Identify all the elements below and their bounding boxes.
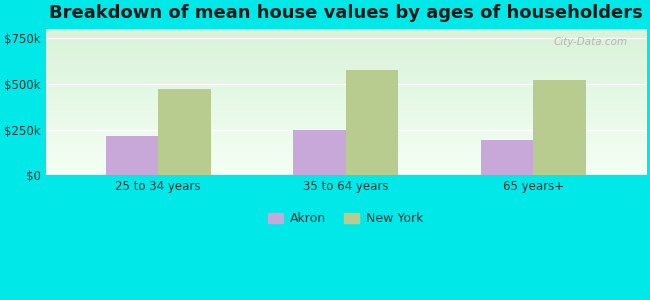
- Bar: [293, 130, 346, 175]
- Legend: Akron, New York: Akron, New York: [263, 207, 428, 230]
- Title: Breakdown of mean house values by ages of householders: Breakdown of mean house values by ages o…: [49, 4, 643, 22]
- Text: City-Data.com: City-Data.com: [554, 37, 628, 46]
- Bar: [481, 140, 533, 175]
- Bar: [346, 70, 398, 175]
- Bar: [158, 88, 211, 175]
- Bar: [106, 136, 158, 175]
- Bar: [533, 80, 586, 175]
